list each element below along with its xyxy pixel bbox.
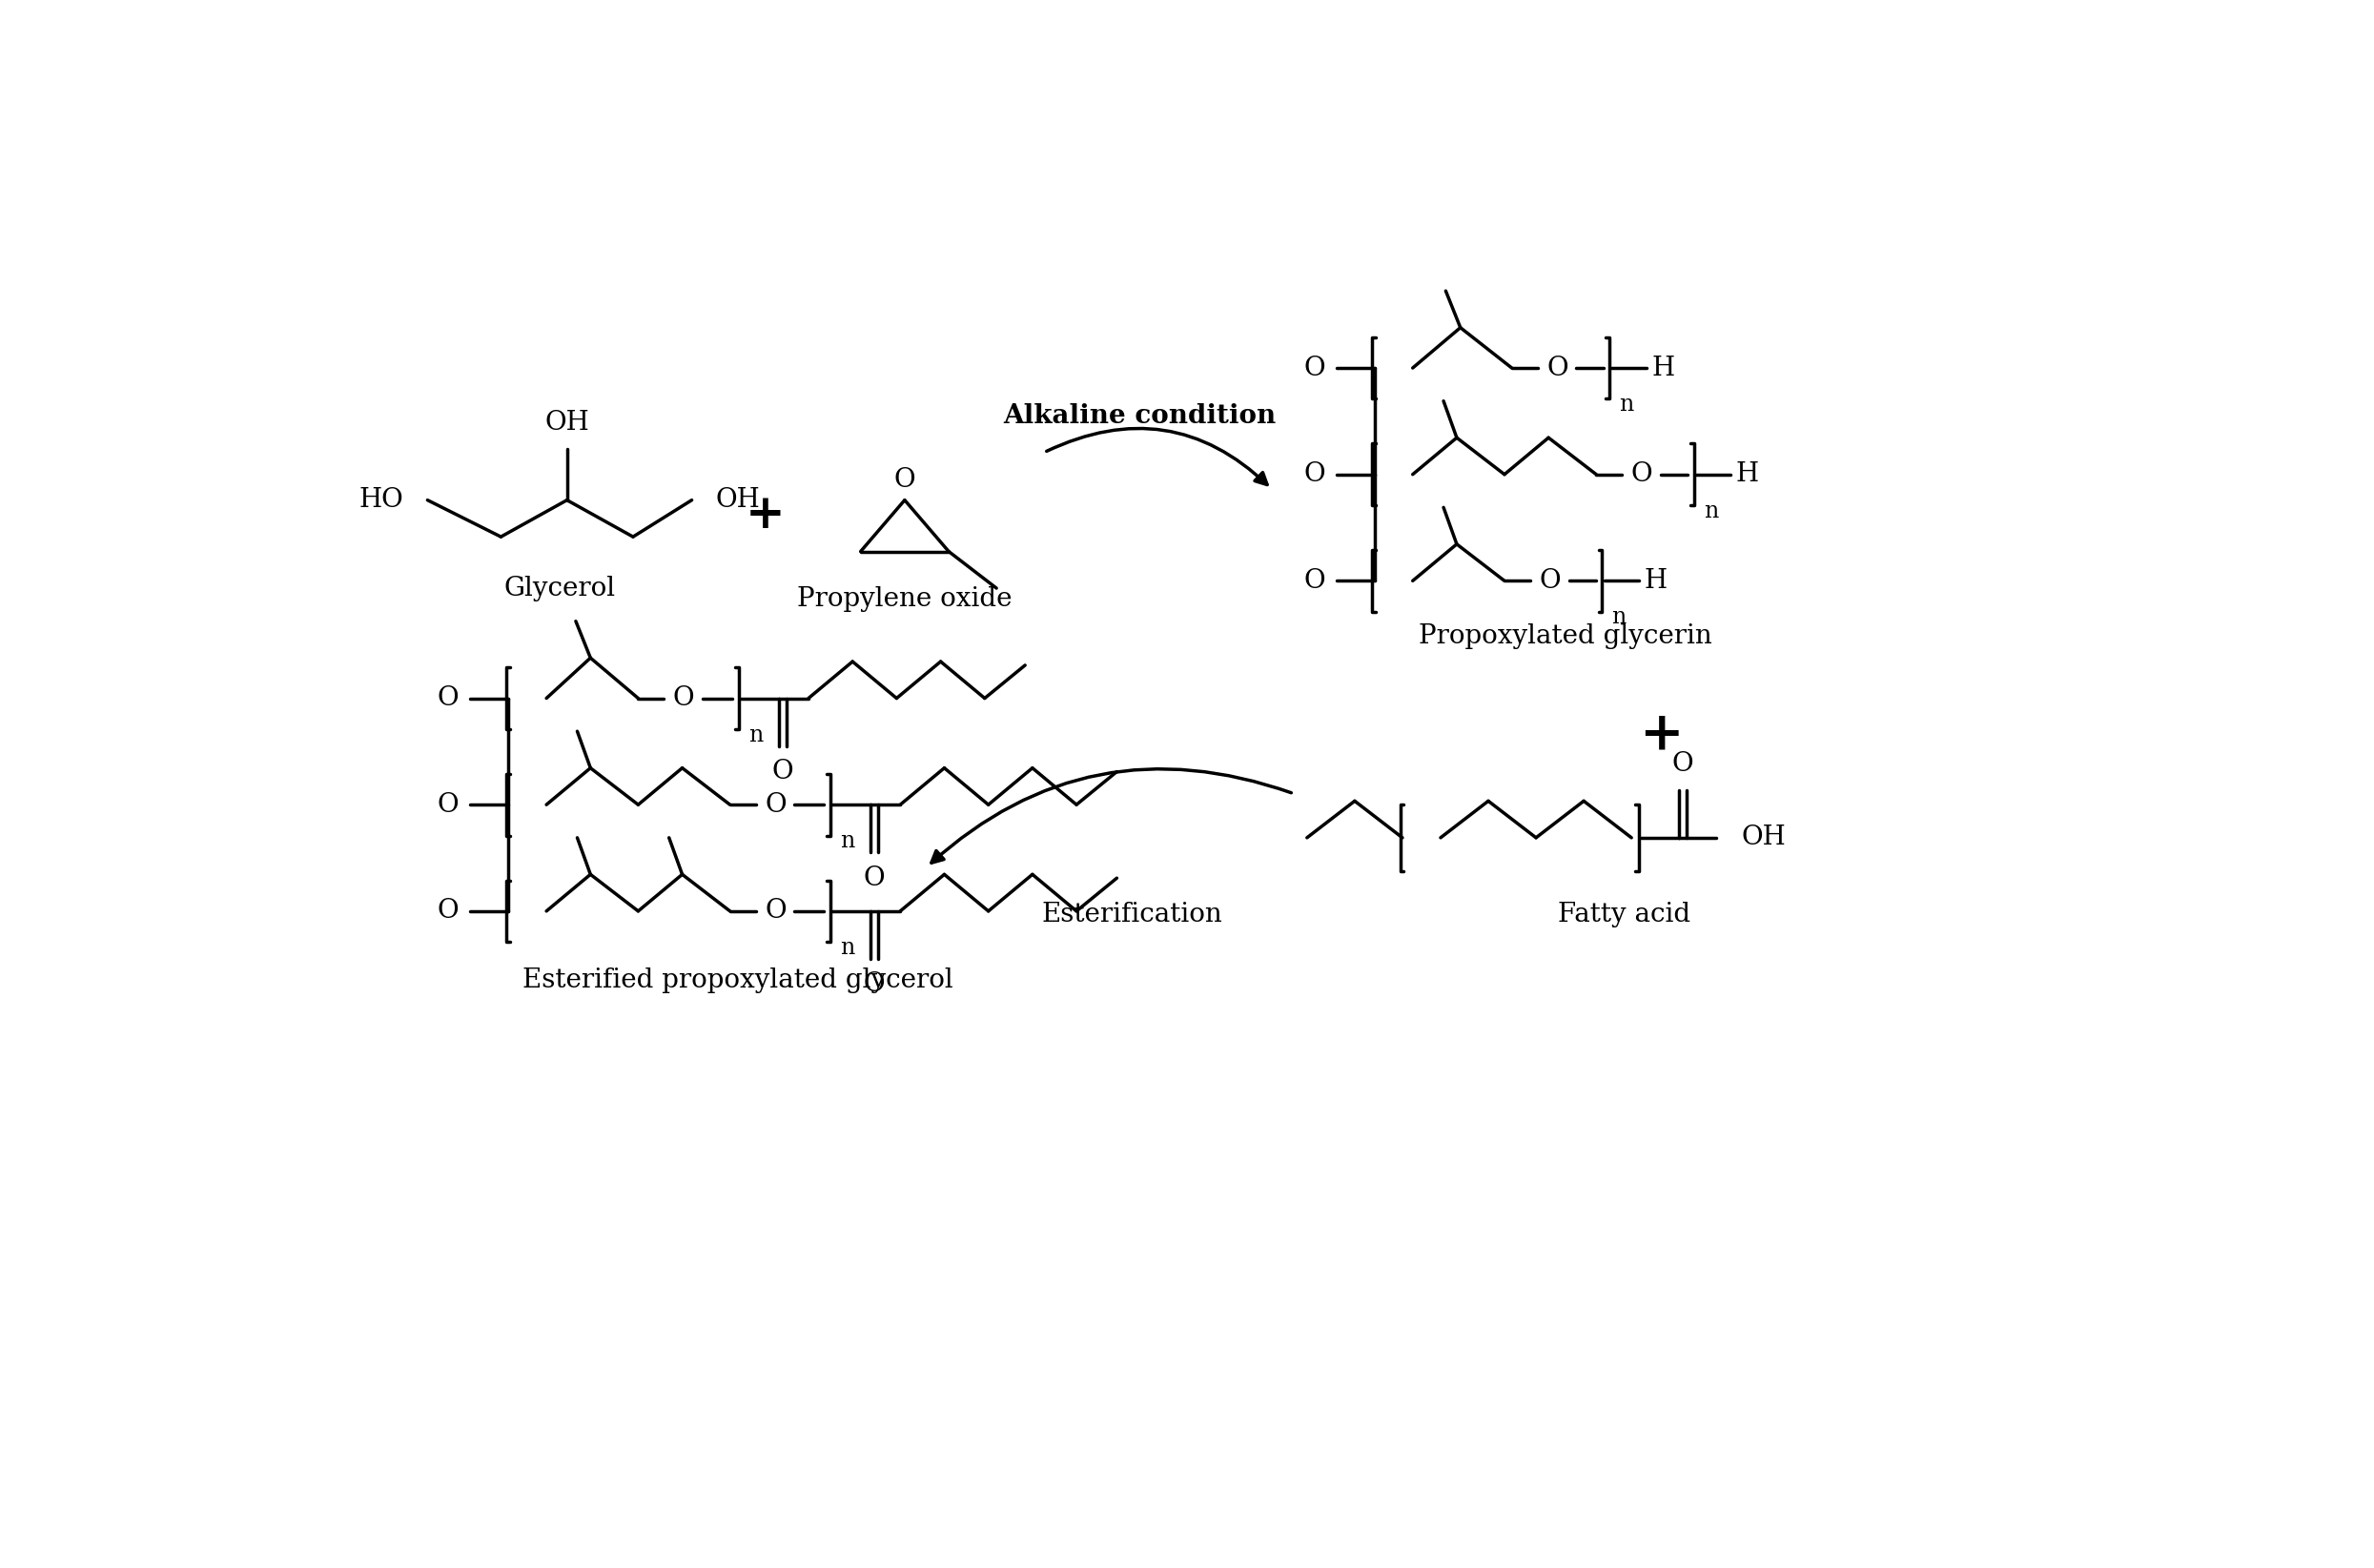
Text: +: + xyxy=(745,491,786,538)
Text: O: O xyxy=(864,972,886,997)
Text: H: H xyxy=(1652,354,1674,381)
Text: O: O xyxy=(1303,461,1325,488)
Text: n: n xyxy=(840,936,855,958)
Text: Esterified propoxylated glycerol: Esterified propoxylated glycerol xyxy=(522,967,954,994)
Text: Propylene oxide: Propylene oxide xyxy=(798,586,1011,612)
Text: O: O xyxy=(1538,568,1560,594)
Text: Esterification: Esterification xyxy=(1042,902,1223,928)
Text: O: O xyxy=(772,759,793,784)
Text: +: + xyxy=(1638,709,1683,760)
Text: O: O xyxy=(672,685,696,712)
Text: Propoxylated glycerin: Propoxylated glycerin xyxy=(1420,622,1712,649)
Text: Fatty acid: Fatty acid xyxy=(1557,902,1690,928)
Text: n: n xyxy=(840,831,855,853)
Text: O: O xyxy=(1631,461,1652,488)
Text: H: H xyxy=(1735,461,1759,488)
Text: n: n xyxy=(748,724,762,746)
Text: OH: OH xyxy=(544,411,589,436)
Text: HO: HO xyxy=(358,488,404,513)
Text: n: n xyxy=(1619,394,1633,416)
Text: O: O xyxy=(864,866,886,891)
Text: H: H xyxy=(1645,568,1667,594)
Text: O: O xyxy=(895,467,916,492)
Text: O: O xyxy=(764,898,786,924)
Text: Alkaline condition: Alkaline condition xyxy=(1004,403,1277,428)
Text: n: n xyxy=(1612,607,1626,629)
Text: O: O xyxy=(437,792,458,817)
Text: O: O xyxy=(1671,751,1693,778)
Text: O: O xyxy=(1545,354,1569,381)
Text: O: O xyxy=(437,685,458,712)
Text: OH: OH xyxy=(715,488,760,513)
Text: O: O xyxy=(1303,568,1325,594)
Text: O: O xyxy=(1303,354,1325,381)
Text: n: n xyxy=(1705,500,1719,522)
Text: Glycerol: Glycerol xyxy=(503,575,615,601)
Text: O: O xyxy=(764,792,786,817)
Text: O: O xyxy=(437,898,458,924)
Text: OH: OH xyxy=(1743,825,1785,850)
